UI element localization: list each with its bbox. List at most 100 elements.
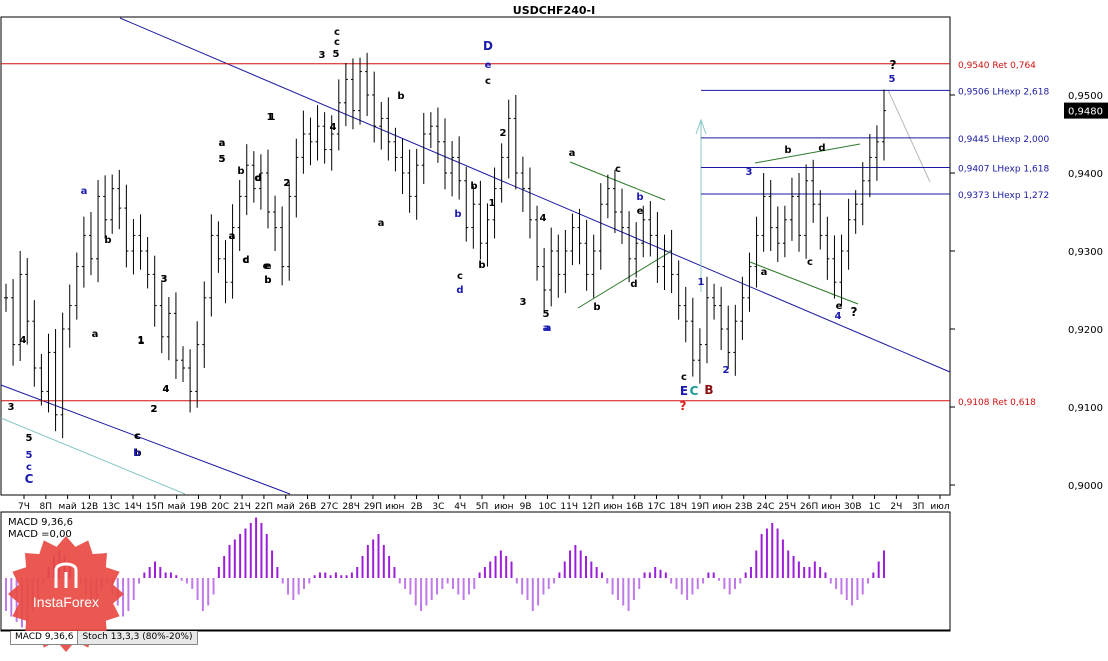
price-bar: [60, 312, 65, 439]
price-bar: [244, 144, 249, 216]
triangle-lower-line: [577, 251, 671, 309]
wave-label: c: [134, 431, 140, 442]
price-bar: [860, 162, 865, 226]
wedge-upper-line: [754, 143, 861, 164]
time-tick-label: 26В: [299, 502, 317, 512]
price-bar: [867, 134, 872, 198]
wave-label: 1: [138, 336, 145, 347]
price-bar: [280, 206, 285, 286]
wave-label: D: [483, 39, 493, 53]
wave-label: 3: [520, 297, 527, 308]
price-bar: [223, 240, 228, 304]
price-bar: [874, 125, 879, 181]
price-bar: [782, 205, 787, 258]
price-bar: [53, 329, 58, 432]
wave-label: c: [615, 164, 621, 175]
macd-frame: [0, 511, 951, 632]
price-bar: [478, 180, 483, 260]
price-tick-label: 0,9300: [1068, 247, 1103, 258]
price-bar: [138, 214, 143, 270]
wave-label: 1: [267, 112, 274, 123]
price-bar: [535, 205, 540, 281]
price-bar: [818, 190, 823, 250]
time-tick-label: июн: [712, 502, 731, 512]
price-bar: [343, 63, 348, 127]
price-bar: [173, 292, 178, 379]
chart-title: USDCHF240-I: [513, 4, 595, 17]
instaforex-logo: InstaForex: [4, 536, 128, 652]
wave-label: 3: [161, 274, 168, 285]
price-bar: [846, 198, 851, 270]
price-bar: [789, 177, 794, 241]
wave-label: C: [25, 472, 34, 486]
price-bar: [18, 251, 23, 361]
price-bar: [648, 201, 653, 257]
wave-label: b: [133, 448, 140, 459]
price-bar: [655, 212, 660, 283]
price-tick-label: 0,9100: [1068, 403, 1103, 414]
wave-label: a: [219, 138, 226, 149]
wave-label: ?: [890, 58, 897, 72]
price-bar: [124, 184, 129, 268]
price-bar: [570, 213, 575, 266]
current-price-label: 0,9480: [1068, 107, 1103, 118]
wave-label: 5: [543, 309, 550, 320]
wave-label: a: [219, 138, 226, 149]
price-bar: [811, 159, 816, 223]
time-tick-label: 17С: [648, 502, 666, 512]
price-tick-label: 0,9400: [1068, 169, 1103, 180]
price-bar: [209, 214, 214, 317]
time-tick-label: 25Ч: [779, 502, 797, 512]
price-bar: [804, 164, 809, 259]
channel-lower-line: [0, 384, 291, 495]
price-bar: [393, 127, 398, 172]
price-bar: [400, 138, 405, 195]
price-bar: [768, 180, 773, 251]
price-bar: [96, 180, 101, 283]
price-bar: [301, 110, 306, 174]
wave-label: 3: [746, 167, 753, 178]
wave-label: 1: [489, 198, 496, 209]
price-bar: [733, 304, 738, 376]
price-bar: [358, 57, 363, 125]
wave-label: e: [263, 261, 270, 272]
tab-macd[interactable]: MACD 9,36,6: [10, 631, 79, 645]
time-tick-label: 14Ч: [124, 502, 142, 512]
price-bar: [598, 183, 603, 270]
tab-stoch[interactable]: Stoch 13,3,3 (80%-20%): [77, 631, 198, 645]
time-tick-label: 29П: [364, 502, 382, 512]
current-price-box: [1064, 102, 1108, 119]
wave-label: d: [254, 173, 261, 184]
wave-label: 5: [889, 74, 896, 85]
price-bar: [230, 204, 235, 299]
price-bar: [747, 252, 752, 312]
wave-label: ?: [851, 305, 858, 319]
price-bar: [372, 71, 377, 143]
wave-label: e: [836, 301, 843, 312]
price-bar: [506, 99, 511, 179]
price-bar: [294, 138, 299, 218]
price-bar: [428, 112, 433, 149]
price-bar: [882, 89, 886, 161]
price-bar: [46, 333, 51, 413]
wave-label: a: [229, 231, 236, 242]
time-tick-label: 12П: [582, 502, 600, 512]
wave-label: 2: [500, 128, 507, 139]
wave-label: d: [818, 143, 825, 154]
price-bar: [612, 169, 617, 234]
price-bar: [697, 328, 702, 384]
price-bar: [485, 203, 490, 267]
level-label: 0,9540 Ret 0,764: [958, 61, 1036, 71]
wave-label: c: [26, 462, 32, 473]
level-label: 0,9445 LHexp 2,000: [958, 135, 1049, 145]
wave-label: 5: [26, 450, 33, 461]
price-bar: [676, 260, 681, 320]
price-bar: [690, 297, 695, 377]
wave-label: 4: [163, 384, 170, 395]
price-bar: [145, 236, 150, 289]
wave-label: 3: [161, 274, 168, 285]
wave-label: 2: [723, 365, 730, 376]
wave-label: d: [630, 279, 637, 290]
price-bar: [322, 112, 327, 164]
